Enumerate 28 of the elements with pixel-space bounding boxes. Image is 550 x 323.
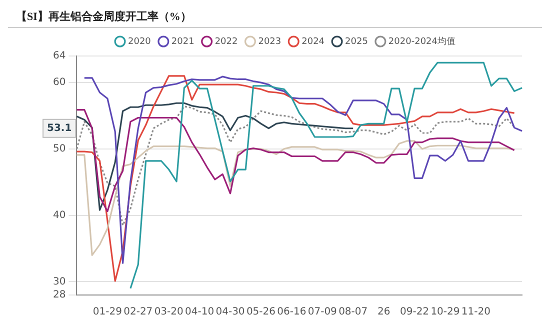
y-tick-label: 50 [52, 144, 66, 155]
x-tick-label: 08-07 [338, 306, 368, 318]
y-tick-label: 64 [52, 50, 66, 62]
y-tick-label: 60 [52, 77, 66, 88]
chart-title: 【SI】再生铝合金周度开工率（%） [16, 10, 192, 24]
x-tick-label: 04-10 [185, 306, 214, 318]
annotation: 53.1 [47, 122, 72, 134]
legend-label: 2025 [345, 36, 368, 47]
y-tick-label: 40 [52, 210, 66, 221]
x-tick-label: 07-09 [308, 306, 337, 318]
x-tick-label: 26 [377, 306, 390, 318]
legend-label: 2021 [171, 36, 194, 47]
legend-label: 2020-2024均值 [388, 36, 456, 47]
x-tick-label: 06-16 [277, 306, 306, 318]
x-tick-label: 03-20 [154, 306, 184, 318]
legend-label: 2023 [258, 36, 282, 47]
x-tick-label: 04-30 [216, 306, 245, 318]
x-tick-label: 05-26 [246, 306, 276, 318]
x-tick-label: 02-27 [124, 306, 153, 318]
x-tick-label: 01-29 [92, 306, 122, 318]
y-tick-label: 30 [52, 276, 66, 288]
x-tick-label: 11-20 [461, 306, 490, 318]
x-tick-label: 09-22 [400, 306, 430, 318]
x-tick-label: 10-29 [430, 306, 460, 318]
y-tick-label: 28 [52, 290, 66, 301]
legend-label: 2020 [128, 36, 152, 47]
legend-label: 2022 [214, 36, 238, 47]
legend-label: 2024 [302, 36, 325, 47]
